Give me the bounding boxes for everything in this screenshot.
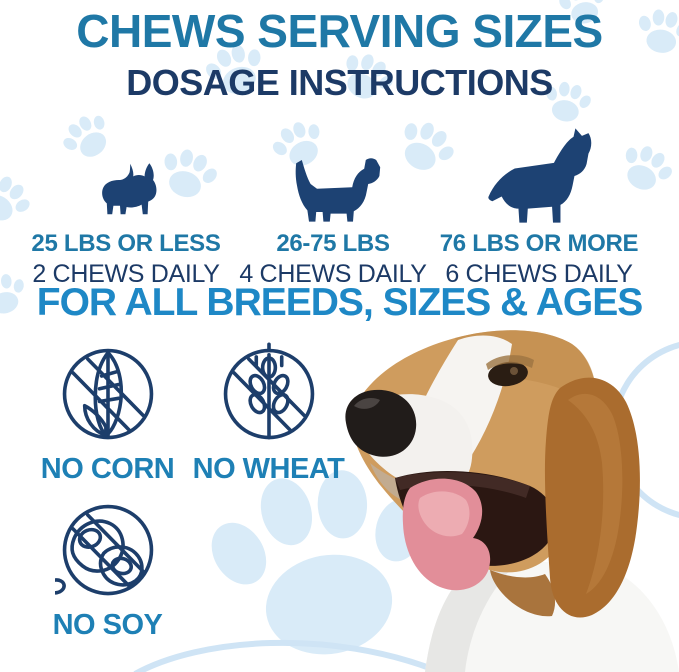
free-from-label: NO WHEAT [192, 453, 345, 485]
free-from-label: NO SOY [52, 609, 163, 641]
dose-label: 6 CHEWS DAILY [445, 260, 633, 288]
free-from-wheat-badge: NO WHEAT [186, 340, 351, 486]
medium-dog-terrier-silhouette-icon [295, 158, 381, 222]
weight-range-label: 76 LBS OR MORE [439, 230, 639, 257]
free-from-label: NO CORN [40, 453, 175, 485]
dose-label: 2 CHEWS DAILY [32, 260, 220, 288]
page-subtitle: DOSAGE INSTRUCTIONS [126, 62, 553, 103]
dosage-column-medium-dog: 26-75 LBS 4 CHEWS DAILY [235, 118, 431, 289]
small-dog-french-bulldog-silhouette-icon [102, 163, 157, 215]
no-wheat-icon [223, 342, 314, 440]
no-soy-icon [44, 504, 153, 596]
weight-range-label: 25 LBS OR LESS [31, 230, 221, 257]
large-dog-great-dane-silhouette-icon [488, 128, 592, 223]
dosage-column-small-dog: 25 LBS OR LESS 2 CHEWS DAILY [20, 118, 232, 289]
beagle-dog-photo [345, 330, 679, 672]
page-title: CHEWS SERVING SIZES [76, 5, 603, 57]
dosage-column-large-dog: 76 LBS OR MORE 6 CHEWS DAILY [430, 118, 648, 289]
all-breeds-banner: FOR ALL BREEDS, SIZES & AGES [36, 281, 643, 324]
weight-range-label: 26-75 LBS [276, 230, 390, 257]
no-corn-icon [62, 348, 153, 440]
free-from-corn-badge: NO CORN [25, 340, 190, 486]
dose-label: 4 CHEWS DAILY [239, 260, 427, 288]
free-from-soy-badge: NO SOY [25, 496, 190, 642]
